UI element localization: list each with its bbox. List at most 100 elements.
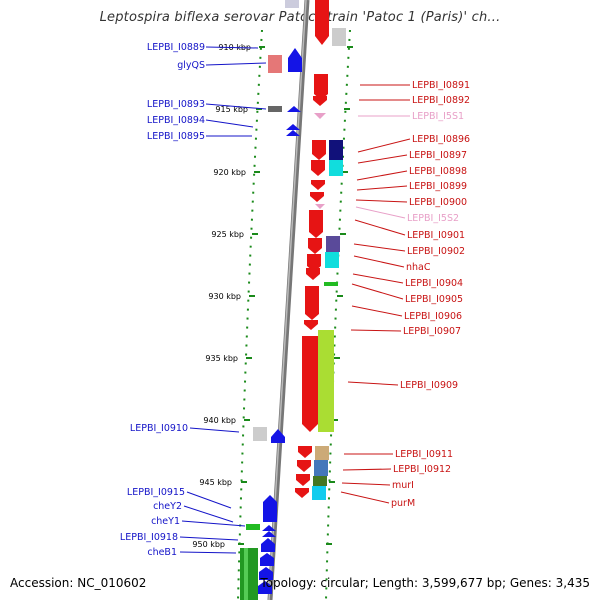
gene-feature[interactable] <box>313 96 327 106</box>
tick-group-925: 925 kbp <box>211 230 258 239</box>
gene-feature[interactable] <box>311 160 325 176</box>
gene-label-LEPBI_I0905[interactable]: LEPBI_I0905 <box>405 294 463 305</box>
tick-group-950: 950 kbp <box>192 540 244 549</box>
gene-label-murI[interactable]: murI <box>392 480 414 491</box>
gene-label-LEPBI_I0896[interactable]: LEPBI_I0896 <box>412 134 470 145</box>
gene-feature[interactable] <box>302 336 318 432</box>
gene-label-LEPBI_I0894[interactable]: LEPBI_I0894 <box>147 115 205 126</box>
gene-feature[interactable] <box>312 140 326 160</box>
gene-feature[interactable] <box>315 446 329 460</box>
gene-label-LEPBI_I0911[interactable]: LEPBI_I0911 <box>395 449 453 460</box>
gene-feature[interactable] <box>326 236 340 252</box>
gene-label-LEPBI_I0892[interactable]: LEPBI_I0892 <box>412 95 470 106</box>
gene-label-LEPBI_I5S2[interactable]: LEPBI_I5S2 <box>407 213 459 224</box>
gene-feature[interactable] <box>263 495 277 522</box>
gene-feature[interactable] <box>285 0 299 8</box>
gene-feature[interactable] <box>268 55 282 73</box>
gene-feature[interactable] <box>271 429 285 443</box>
gene-feature[interactable] <box>262 525 276 537</box>
gene-label-cheY1[interactable]: cheY1 <box>151 516 180 527</box>
inner-ruler-ring <box>237 29 263 600</box>
genome-summary: Topology: circular; Length: 3,599,677 bp… <box>260 576 590 590</box>
tick-label: 920 kbp <box>213 168 246 177</box>
gene-feature[interactable] <box>288 48 302 72</box>
gene-feature[interactable] <box>253 427 267 441</box>
gene-label-LEPBI_I0901[interactable]: LEPBI_I0901 <box>407 230 465 241</box>
gene-label-LEPBI_I0910[interactable]: LEPBI_I0910 <box>130 423 188 434</box>
gene-label-LEPBI_I0893[interactable]: LEPBI_I0893 <box>147 99 205 110</box>
tick-group-935: 935 kbp <box>205 354 252 363</box>
gene-label-cheY2[interactable]: cheY2 <box>153 501 182 512</box>
tick-label: 925 kbp <box>211 230 244 239</box>
gene-feature[interactable] <box>304 320 318 330</box>
gene-label-LEPBI_I0897[interactable]: LEPBI_I0897 <box>409 150 467 161</box>
gene-label-LEPBI_I0909[interactable]: LEPBI_I0909 <box>400 380 458 391</box>
gene-feature[interactable] <box>298 446 312 458</box>
gene-label-LEPBI_I0906[interactable]: LEPBI_I0906 <box>404 311 462 322</box>
reverse-strand-features <box>295 0 329 498</box>
gene-label-LEPBI_I0918[interactable]: LEPBI_I0918 <box>120 532 178 543</box>
gene-feature[interactable] <box>310 192 324 202</box>
gene-feature[interactable] <box>261 538 275 552</box>
gene-feature[interactable] <box>329 140 343 160</box>
left-label-connectors <box>179 46 267 554</box>
tick-group-945: 945 kbp <box>199 478 247 487</box>
gene-feature[interactable] <box>324 282 338 286</box>
gene-feature[interactable] <box>259 567 273 580</box>
tick-label: 940 kbp <box>203 416 236 425</box>
gene-feature[interactable] <box>307 254 321 272</box>
map-title: Leptospira biflexa serovar Patoc strain … <box>99 10 501 25</box>
gene-label-cheB1[interactable]: cheB1 <box>147 547 177 558</box>
gene-label-LEPBI_I0898[interactable]: LEPBI_I0898 <box>409 166 467 177</box>
gene-label-nhaC[interactable]: nhaC <box>406 262 431 273</box>
gene-feature[interactable] <box>258 581 272 594</box>
tick-label: 915 kbp <box>215 105 248 114</box>
gene-label-LEPBI_I0907[interactable]: LEPBI_I0907 <box>403 326 461 337</box>
rna-feature[interactable] <box>314 113 326 119</box>
gene-feature-highlight <box>244 548 248 600</box>
gene-feature[interactable] <box>305 286 319 320</box>
gene-feature[interactable] <box>240 548 258 600</box>
gene-feature[interactable] <box>246 524 260 530</box>
gene-label-LEPBI_I0895[interactable]: LEPBI_I0895 <box>147 131 205 142</box>
tick-label: 950 kbp <box>192 540 225 549</box>
gene-feature[interactable] <box>295 488 309 498</box>
gene-feature[interactable] <box>297 460 311 472</box>
gene-feature[interactable] <box>287 106 301 112</box>
gene-feature[interactable] <box>260 553 274 566</box>
gene-label-LEPBI_I0912[interactable]: LEPBI_I0912 <box>393 464 451 475</box>
gene-feature[interactable] <box>309 210 323 238</box>
gene-feature[interactable] <box>315 0 329 45</box>
tick-label: 930 kbp <box>208 292 241 301</box>
tick-group-920: 920 kbp <box>213 168 260 177</box>
gene-label-LEPBI_I0899[interactable]: LEPBI_I0899 <box>409 181 467 192</box>
gene-feature[interactable] <box>312 486 326 500</box>
right-labels: LEPBI_I0891 LEPBI_I0892 LEPBI_I5S1 LEPBI… <box>391 80 470 509</box>
gene-feature[interactable] <box>332 28 346 46</box>
gene-label-LEPBI_I0915[interactable]: LEPBI_I0915 <box>127 487 185 498</box>
gene-label-LEPBI_I0900[interactable]: LEPBI_I0900 <box>409 197 467 208</box>
gene-feature[interactable] <box>313 476 327 486</box>
gene-label-LEPBI_I5S1[interactable]: LEPBI_I5S1 <box>412 111 464 122</box>
forward-strand-features <box>258 0 302 594</box>
gene-label-LEPBI_I0889[interactable]: LEPBI_I0889 <box>147 42 205 53</box>
gene-feature[interactable] <box>286 124 300 136</box>
left-labels: LEPBI_I0889 glyQS LEPBI_I0893 LEPBI_I089… <box>120 42 205 558</box>
gene-label-glyQS[interactable]: glyQS <box>177 60 205 71</box>
rna-feature[interactable] <box>315 204 325 209</box>
gene-feature[interactable] <box>329 160 343 176</box>
gene-feature[interactable] <box>314 74 328 100</box>
gene-label-LEPBI_I0904[interactable]: LEPBI_I0904 <box>405 278 463 289</box>
gene-label-LEPBI_I0891[interactable]: LEPBI_I0891 <box>412 80 470 91</box>
gene-label-LEPBI_I0902[interactable]: LEPBI_I0902 <box>407 246 465 257</box>
gene-feature[interactable] <box>268 106 282 112</box>
gene-feature[interactable] <box>318 330 334 432</box>
gene-feature[interactable] <box>306 268 320 280</box>
gene-feature[interactable] <box>311 180 325 190</box>
gene-feature[interactable] <box>325 252 339 268</box>
gene-feature[interactable] <box>308 238 322 254</box>
gene-feature[interactable] <box>314 460 328 476</box>
outer-ruler-ring <box>325 29 351 600</box>
gene-label-purM[interactable]: purM <box>391 498 415 509</box>
gene-feature[interactable] <box>296 474 310 486</box>
